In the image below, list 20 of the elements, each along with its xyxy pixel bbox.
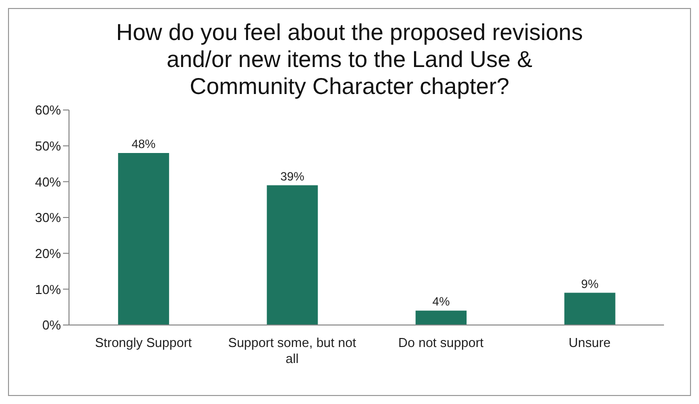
y-tick-label: 10% — [34, 282, 62, 297]
data-label: 39% — [280, 169, 305, 184]
x-tick-label: Strongly Support — [94, 335, 192, 350]
y-tick-label: 30% — [34, 210, 62, 226]
y-tick-label: 0% — [42, 318, 62, 333]
data-label: 9% — [581, 276, 599, 291]
bar — [564, 292, 616, 325]
data-label: 48% — [132, 137, 156, 151]
bar — [416, 310, 467, 325]
y-tick-label: 20% — [34, 246, 62, 261]
y-tick-label: 60% — [34, 102, 62, 118]
y-tick-label: 40% — [34, 174, 62, 190]
bar — [118, 153, 170, 325]
x-tick-label: Support some, but not all — [228, 335, 356, 366]
bar — [266, 185, 318, 325]
chart-title: How do you feel about the proposed revisions and/or new items to the Land Use & Community Character chapter? — [115, 19, 584, 100]
data-label: 4% — [432, 294, 450, 309]
x-tick-label: Unsure — [568, 335, 611, 350]
x-tick-label: Do not support — [398, 335, 484, 350]
y-tick-label: 50% — [34, 138, 62, 154]
